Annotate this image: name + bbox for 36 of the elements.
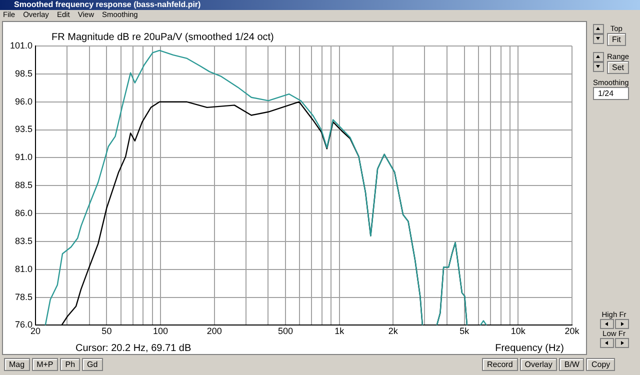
x-tick-label: 10k <box>510 326 526 336</box>
y-tick-label: 98.5 <box>14 68 33 78</box>
x-tick-label: 20 <box>30 326 41 336</box>
text: Copy <box>586 358 616 371</box>
text: Fit <box>607 33 626 46</box>
x-tick-label: 100 <box>153 326 168 336</box>
y-tick-label: 96.0 <box>14 96 33 106</box>
y-tick-label: 78.5 <box>14 292 33 302</box>
text: 1/24 <box>593 87 629 100</box>
x-tick-label: 50 <box>102 326 112 336</box>
y-tick-label: 76.0 <box>14 320 33 330</box>
chart-title: Smoothed frequency response (bass-nahfeld.pir) <box>14 0 201 9</box>
x-tick-label: 20k <box>564 326 580 336</box>
text: B/W <box>559 358 584 371</box>
x-axis-title: Frequency (Hz) <box>495 343 564 354</box>
text: Gd <box>82 358 103 371</box>
y-tick-label: 88.5 <box>14 180 33 190</box>
y-axis-title: FR Magnitude dB re 20uPa/V (smoothed 1/24 oct) <box>52 32 274 43</box>
text: Overlay <box>520 358 558 371</box>
text: Record <box>482 358 518 371</box>
y-tick-label: 93.5 <box>14 124 33 134</box>
y-tick-label: 83.5 <box>14 236 33 246</box>
y-tick-label: 101.0 <box>10 40 33 50</box>
y-tick-label: 91.0 <box>14 152 33 162</box>
x-tick-label: 1k <box>334 326 345 336</box>
text: M+P <box>32 358 58 371</box>
x-tick-label: 5k <box>460 326 470 336</box>
text: Ph <box>60 358 80 371</box>
text: Set <box>607 61 630 74</box>
x-tick-label: 500 <box>278 326 294 336</box>
x-tick-label: 2k <box>388 326 398 336</box>
y-tick-label: 81.0 <box>14 264 33 274</box>
x-tick-label: 200 <box>206 326 222 336</box>
text: Mag <box>4 358 30 371</box>
y-tick-label: 86.0 <box>14 208 33 218</box>
text: Cursor: 20.2 Hz, 69.71 dB <box>76 343 192 354</box>
